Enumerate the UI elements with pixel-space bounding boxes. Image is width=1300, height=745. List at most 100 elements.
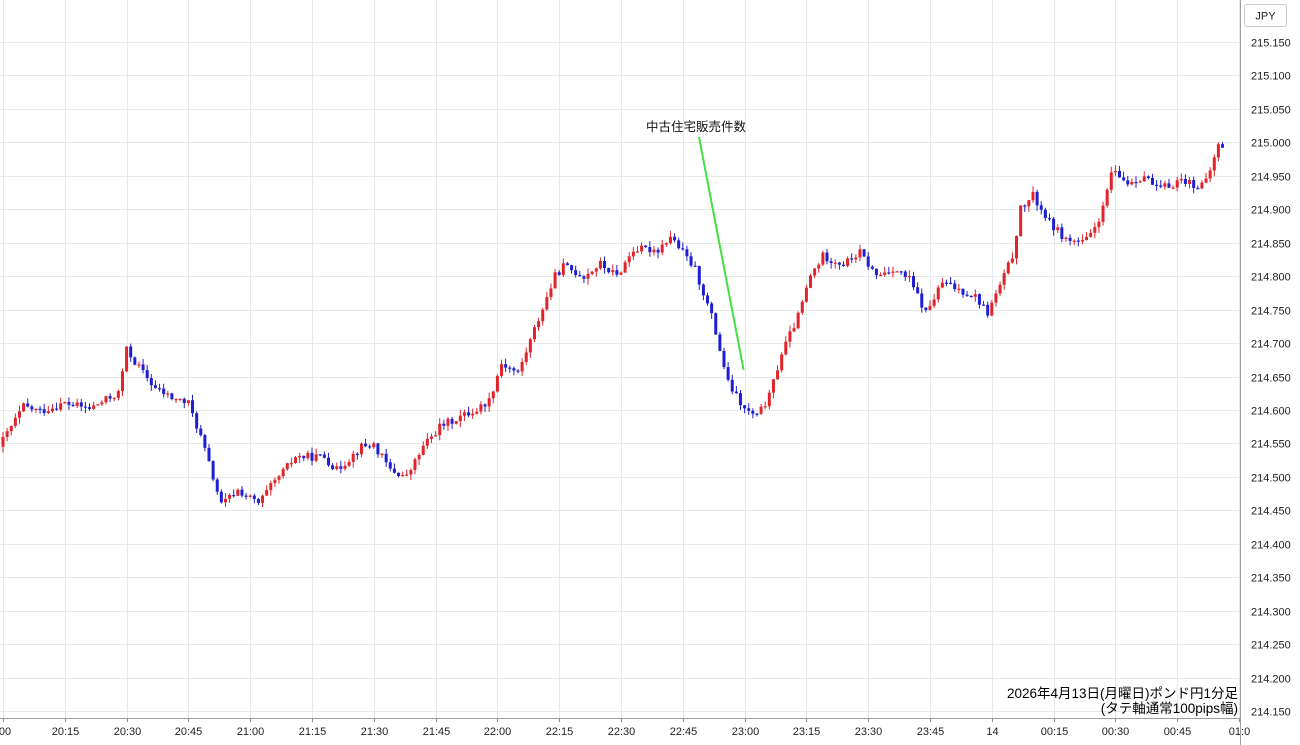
candle-body [565,263,569,266]
candle-body [652,249,656,253]
candle-body [582,276,586,279]
candle-body [924,307,928,311]
candle-body [673,236,677,241]
candle-body [994,293,998,303]
candle-body [1060,227,1064,239]
candle-body [421,445,425,455]
candle-body [841,264,845,266]
candle-body [483,404,487,407]
candle-body [767,392,771,407]
candle-body [153,385,157,389]
candle-body [38,408,42,410]
candle-body [689,256,693,266]
candle-body [928,305,932,311]
candle-body [425,438,429,446]
candle-body [372,443,376,448]
candle-body [598,260,602,269]
candle-body [944,282,948,284]
candle-body [261,495,265,503]
candle-body [166,393,170,395]
candle-body [990,302,994,316]
candle-body [879,274,883,277]
candle-body [891,271,895,273]
candle-body [738,393,742,406]
candle-body [631,251,635,257]
candle-body [158,388,162,390]
candle-body [508,367,512,369]
candle-body [384,453,388,463]
y-tick-label: 214.550 [1251,439,1291,451]
candle-body [574,270,578,276]
candle-body [392,468,396,473]
candle-body [936,287,940,300]
candle-body [1171,187,1175,189]
x-tick-label: 20:45 [175,726,203,738]
candle-body [203,435,207,448]
candle-body [780,354,784,371]
candle-body [644,245,648,247]
candle-body [1047,218,1051,220]
candle-body [1097,221,1101,228]
candle-body [96,404,100,406]
candle-body [524,352,528,362]
candle-body [640,245,644,252]
candle-body [1,436,5,447]
candle-body [294,457,298,464]
candle-body [359,443,363,455]
candle-body [1130,182,1134,185]
y-tick-label: 214.950 [1251,172,1291,184]
candle-body [986,304,990,316]
candle-body [504,364,508,368]
candle-body [1146,176,1150,179]
candle-body [603,260,607,269]
candle-body [957,288,961,290]
candle-body [112,397,116,400]
candle-body [5,431,9,437]
candle-body [635,251,639,253]
candle-body [751,410,755,414]
candle-body [578,275,582,277]
candle-body [660,244,664,253]
candle-body [949,282,953,284]
candle-body [557,272,561,275]
candle-body [747,408,751,411]
candle-body [100,402,104,405]
candle-body [1179,178,1183,181]
candle-body [1056,227,1060,231]
candle-body [607,268,611,273]
y-tick-label: 214.850 [1251,239,1291,251]
candle-body [1221,144,1225,148]
candle-body [784,341,788,355]
candle-body [1113,171,1117,173]
candle-body [1118,171,1122,178]
candle-body [236,489,240,496]
candle-body [755,413,759,415]
y-tick-label: 214.500 [1251,473,1291,485]
candle-body [813,268,817,276]
candle-body [364,443,368,447]
candle-body [491,391,495,399]
candle-body [611,270,615,273]
candle-body [1039,205,1043,210]
candle-body [454,421,458,424]
candle-body [1052,218,1056,231]
candle-body [343,465,347,469]
candle-body [1196,188,1200,190]
candle-body [693,265,697,267]
candle-body [75,402,79,407]
candle-body [141,364,145,371]
candle-body [858,249,862,258]
candle-body [718,334,722,351]
candle-body [63,402,67,404]
candle-body [701,284,705,296]
candle-body [479,404,483,412]
candles [1,141,1225,508]
candle-body [252,495,256,500]
candle-body [1105,189,1109,206]
candle-body [137,364,141,366]
candle-body [916,287,920,294]
candle-body [1212,157,1216,171]
candle-body [1101,205,1105,222]
